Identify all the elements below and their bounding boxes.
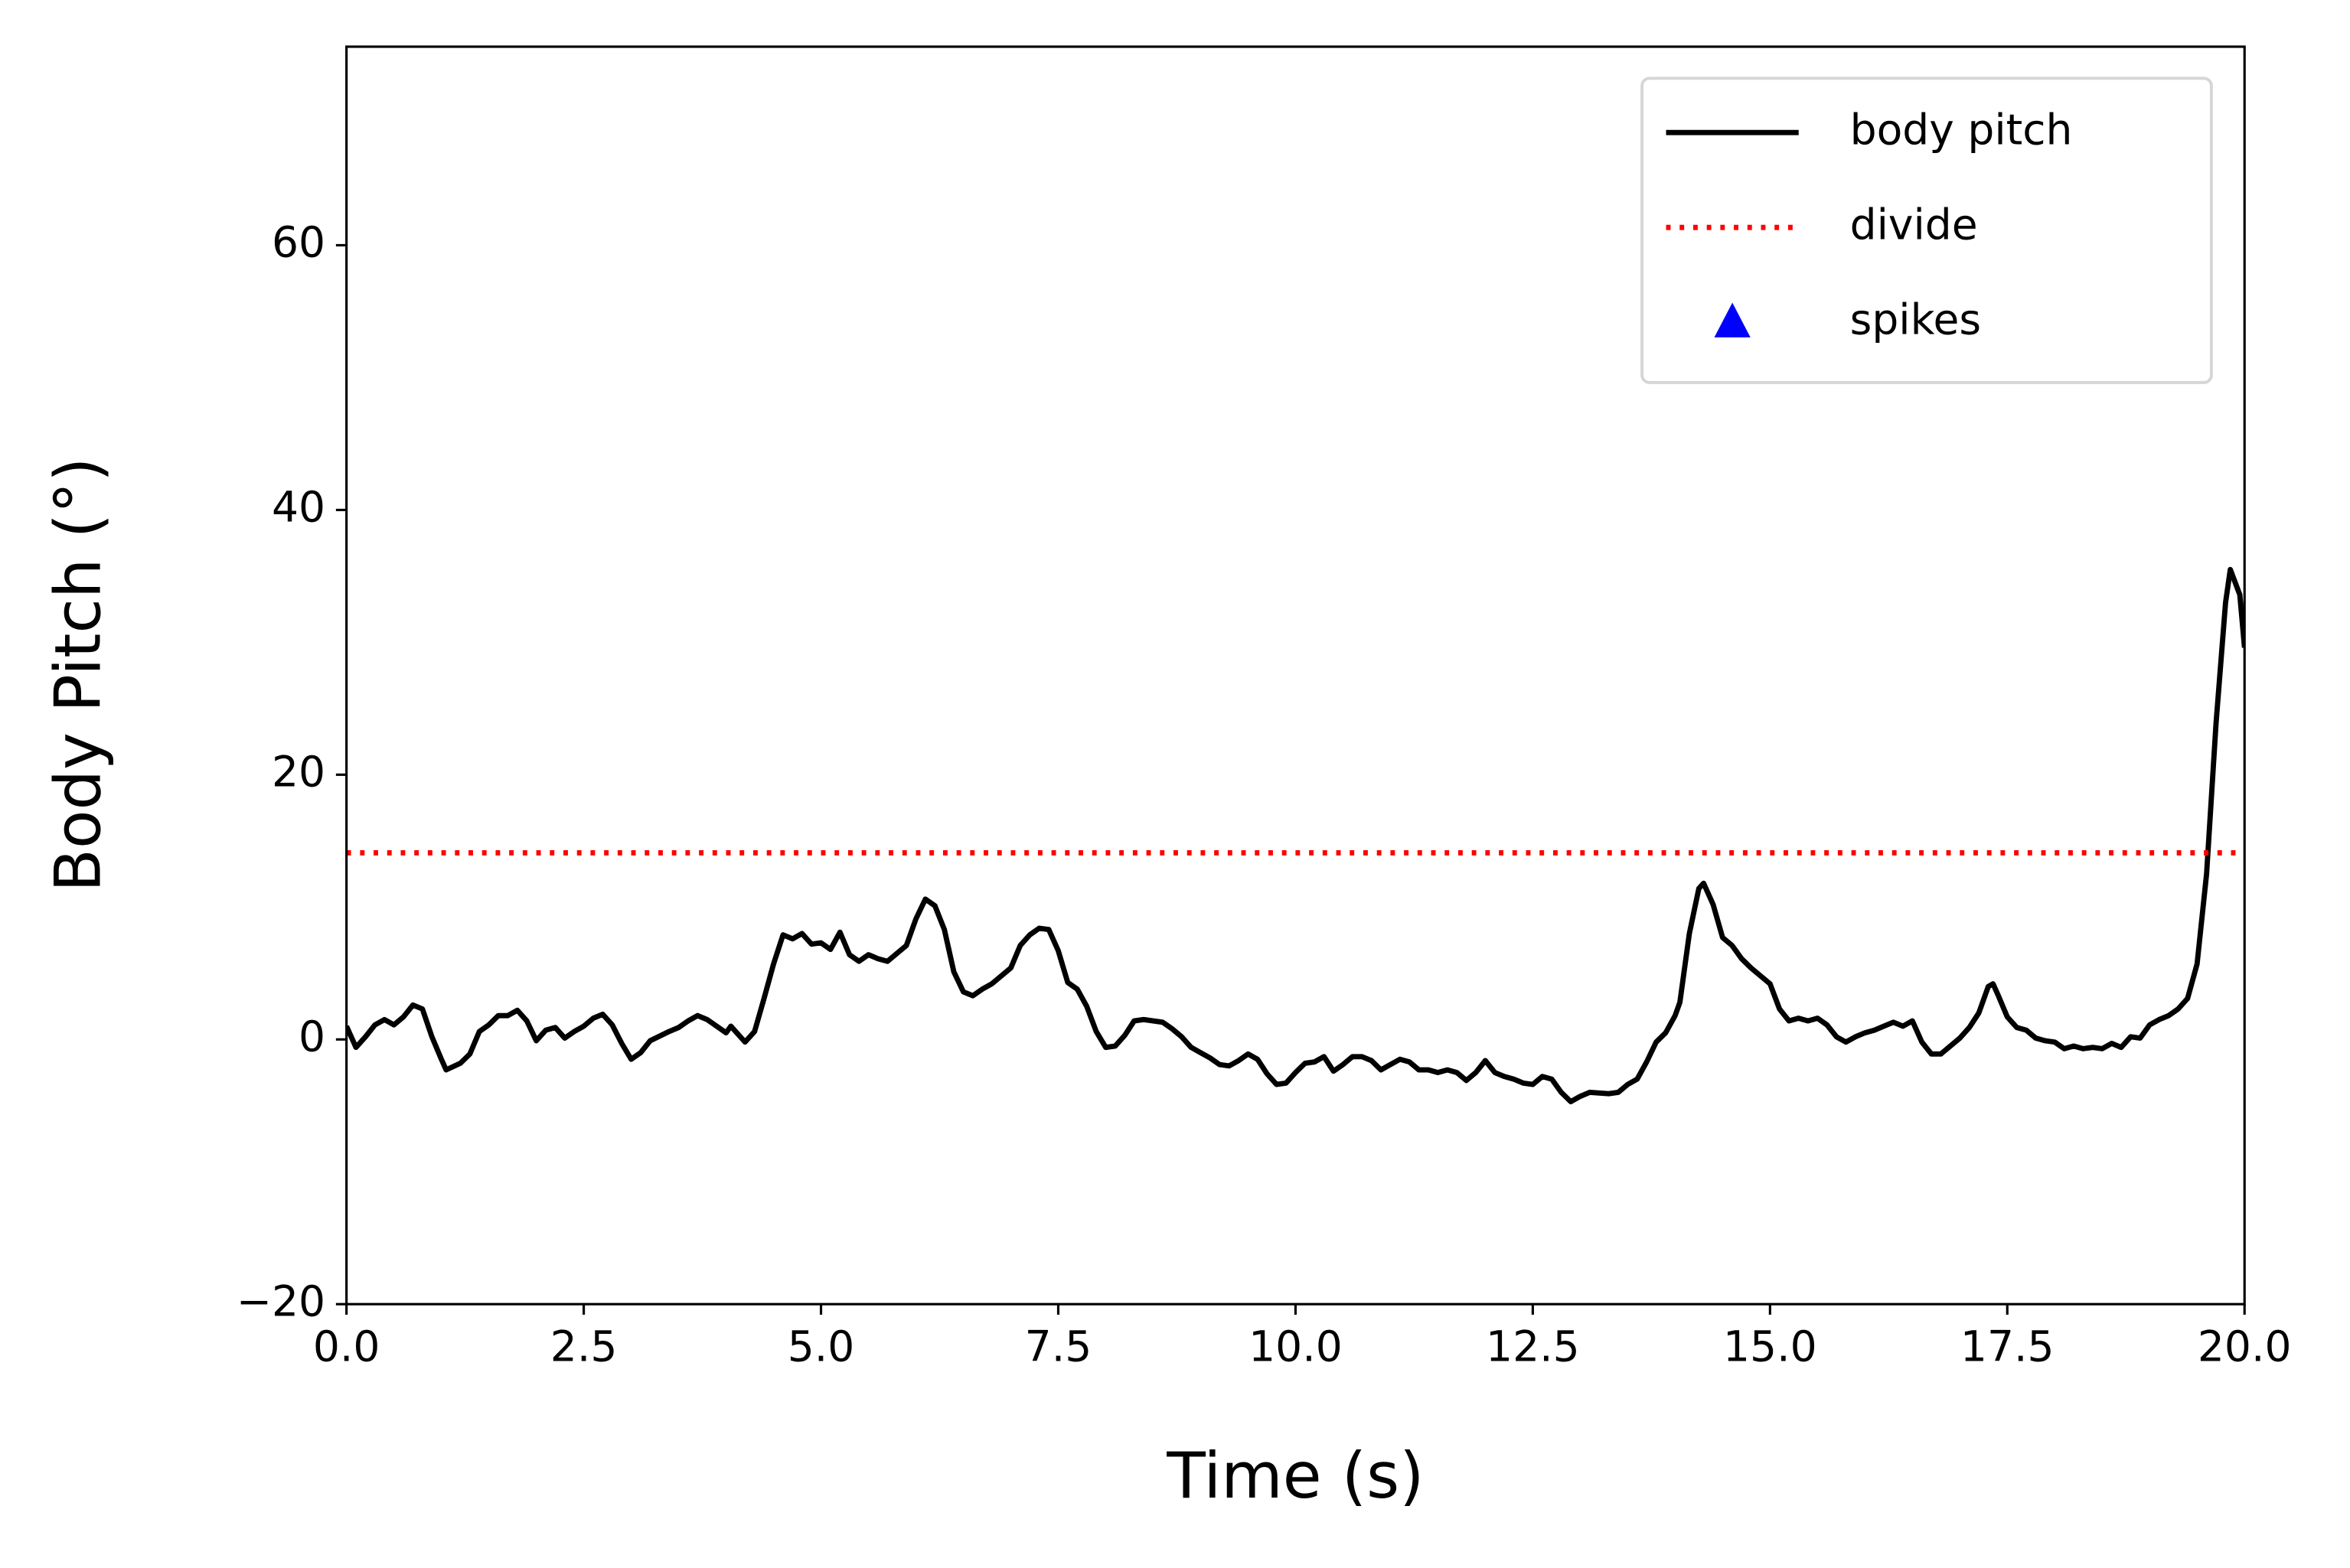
x-tick-label: 10.0 xyxy=(1248,1322,1343,1371)
y-tick-label: 20 xyxy=(272,747,325,796)
y-tick-label: 0 xyxy=(299,1012,325,1061)
x-tick-label: 0.0 xyxy=(313,1322,380,1371)
x-tick-label: 12.5 xyxy=(1486,1322,1580,1371)
x-tick-label: 7.5 xyxy=(1025,1322,1092,1371)
legend-label: body pitch xyxy=(1850,105,2073,154)
legend-marker xyxy=(1714,302,1751,337)
y-tick-label: −20 xyxy=(237,1276,325,1325)
x-tick-label: 17.5 xyxy=(1960,1322,2055,1371)
y-tick-label: 60 xyxy=(272,218,325,267)
plot-area xyxy=(346,566,2245,1105)
legend-label: spikes xyxy=(1850,295,1982,344)
y-tick-label: 40 xyxy=(272,483,325,532)
x-tick-label: 15.0 xyxy=(1723,1322,1817,1371)
legend-box xyxy=(1640,77,2213,384)
x-tick-label: 2.5 xyxy=(550,1322,618,1371)
x-tick-label: 5.0 xyxy=(788,1322,855,1371)
x-tick-label: 20.0 xyxy=(2198,1322,2292,1371)
legend-label: divide xyxy=(1850,200,1978,249)
x-axis-label: Time (s) xyxy=(1166,1439,1424,1513)
y-axis-label: Body Pitch (°) xyxy=(42,458,116,892)
axes-frame xyxy=(345,45,2246,1306)
data-line xyxy=(346,566,2245,1105)
